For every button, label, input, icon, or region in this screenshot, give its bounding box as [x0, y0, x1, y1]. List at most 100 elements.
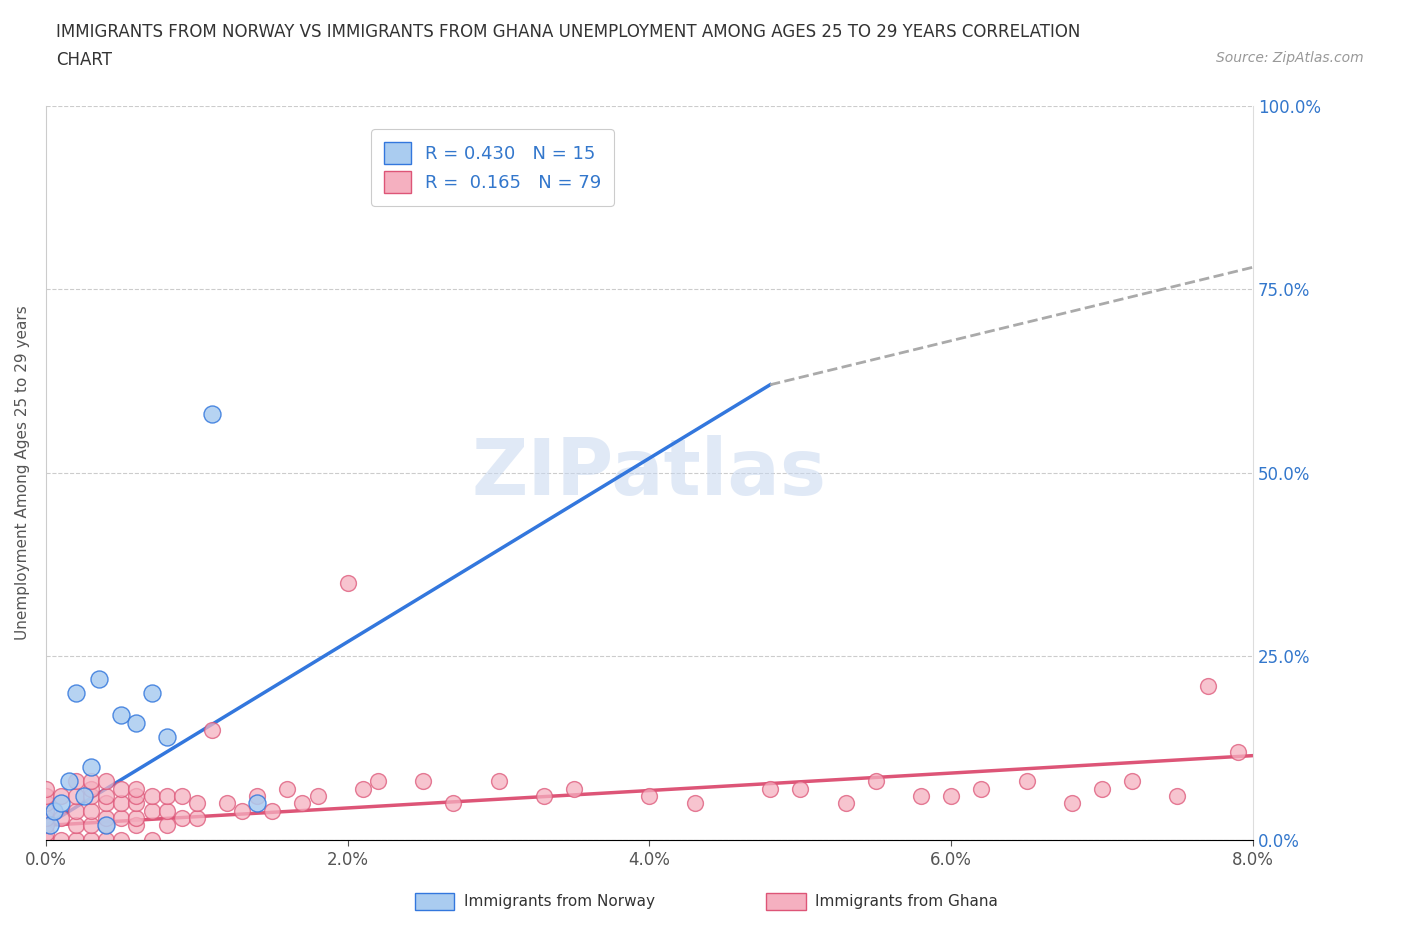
Point	[276, 781, 298, 796]
Point	[156, 818, 179, 833]
Point	[1197, 678, 1219, 693]
Point	[125, 715, 148, 730]
Point	[759, 781, 782, 796]
Point	[96, 832, 118, 847]
Point	[1121, 774, 1143, 789]
Point	[186, 796, 208, 811]
Point	[201, 723, 224, 737]
Point	[562, 781, 585, 796]
Point	[125, 796, 148, 811]
Point	[683, 796, 706, 811]
Point	[35, 818, 58, 833]
Point	[186, 811, 208, 826]
Point	[35, 825, 58, 840]
Point	[80, 759, 103, 774]
Point	[35, 789, 58, 804]
Point	[110, 832, 132, 847]
Point	[35, 796, 58, 811]
Point	[141, 832, 163, 847]
Point	[110, 796, 132, 811]
Point	[367, 774, 389, 789]
Y-axis label: Unemployment Among Ages 25 to 29 years: Unemployment Among Ages 25 to 29 years	[15, 306, 30, 640]
Point	[488, 774, 510, 789]
Point	[307, 789, 329, 804]
Point	[65, 804, 87, 818]
Point	[638, 789, 661, 804]
Point	[291, 796, 314, 811]
Point	[141, 804, 163, 818]
Point	[156, 730, 179, 745]
Point	[35, 804, 58, 818]
Point	[80, 818, 103, 833]
Point	[42, 804, 65, 818]
Point	[125, 781, 148, 796]
Point	[1226, 745, 1249, 760]
Point	[246, 796, 269, 811]
Point	[110, 708, 132, 723]
Point	[125, 818, 148, 833]
Text: Source: ZipAtlas.com: Source: ZipAtlas.com	[1216, 51, 1364, 65]
Point	[156, 789, 179, 804]
Point	[201, 406, 224, 421]
Point	[412, 774, 434, 789]
Point	[65, 832, 87, 847]
Point	[80, 832, 103, 847]
Point	[58, 774, 80, 789]
Point	[1015, 774, 1038, 789]
Point	[1091, 781, 1114, 796]
Point	[1166, 789, 1188, 804]
Point	[49, 811, 72, 826]
Point	[141, 685, 163, 700]
Point	[39, 818, 62, 833]
Point	[1060, 796, 1083, 811]
Point	[789, 781, 811, 796]
Point	[49, 796, 72, 811]
Point	[939, 789, 962, 804]
Point	[125, 789, 148, 804]
Point	[910, 789, 932, 804]
Point	[73, 789, 96, 804]
Point	[970, 781, 993, 796]
Point	[65, 685, 87, 700]
Point	[156, 804, 179, 818]
Point	[110, 811, 132, 826]
Point	[170, 789, 193, 804]
Point	[65, 818, 87, 833]
Text: IMMIGRANTS FROM NORWAY VS IMMIGRANTS FROM GHANA UNEMPLOYMENT AMONG AGES 25 TO 29: IMMIGRANTS FROM NORWAY VS IMMIGRANTS FRO…	[56, 23, 1081, 41]
Point	[96, 811, 118, 826]
Point	[49, 832, 72, 847]
Point	[35, 811, 58, 826]
Point	[87, 671, 110, 686]
Point	[336, 576, 359, 591]
Point	[65, 789, 87, 804]
Point	[246, 789, 269, 804]
Text: Immigrants from Norway: Immigrants from Norway	[464, 894, 655, 909]
Point	[170, 811, 193, 826]
Point	[80, 789, 103, 804]
Point	[352, 781, 374, 796]
Point	[834, 796, 856, 811]
Point	[215, 796, 238, 811]
Point	[96, 774, 118, 789]
Point	[35, 832, 58, 847]
Text: ZIPatlas: ZIPatlas	[472, 435, 827, 511]
Point	[96, 796, 118, 811]
Point	[49, 789, 72, 804]
Point	[80, 774, 103, 789]
Point	[110, 781, 132, 796]
Point	[96, 818, 118, 833]
Point	[141, 789, 163, 804]
Point	[80, 804, 103, 818]
Point	[231, 804, 253, 818]
Point	[262, 804, 284, 818]
Point	[533, 789, 555, 804]
Point	[96, 818, 118, 833]
Text: CHART: CHART	[56, 51, 112, 69]
Point	[865, 774, 887, 789]
Point	[441, 796, 464, 811]
Point	[35, 781, 58, 796]
Point	[96, 789, 118, 804]
Point	[80, 781, 103, 796]
Point	[125, 811, 148, 826]
Legend: R = 0.430   N = 15, R =  0.165   N = 79: R = 0.430 N = 15, R = 0.165 N = 79	[371, 129, 614, 206]
